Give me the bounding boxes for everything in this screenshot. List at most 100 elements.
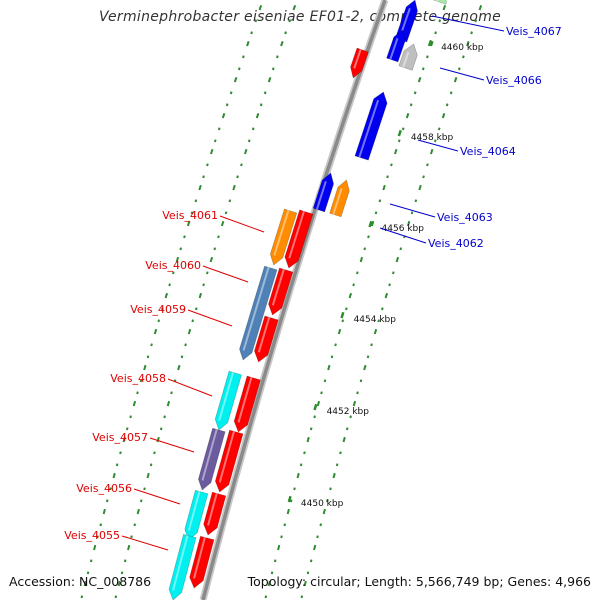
tick-mark: [306, 436, 310, 443]
tick-mark: [99, 523, 103, 527]
tick-mark: [445, 103, 449, 107]
tick-mark: [175, 256, 180, 263]
gene-veis-4060: [239, 265, 278, 361]
gene-veis-4067: [432, 0, 447, 5]
tick-mark: [267, 76, 272, 83]
tick-mark: [348, 292, 353, 299]
leader-line: [121, 535, 169, 551]
tick-mark: [306, 571, 310, 575]
leader-line: [133, 488, 181, 505]
tick-mark: [421, 67, 425, 71]
tick-mark: [136, 508, 140, 515]
tick-mark: [133, 523, 137, 527]
tick-mark: [442, 4, 447, 11]
gene-veis-4056: [184, 489, 209, 541]
tick-mark: [449, 91, 453, 95]
tick-mark: [105, 499, 109, 503]
backbone-line: [201, 0, 387, 600]
tick-mark: [139, 379, 143, 383]
tick-mark: [123, 559, 127, 563]
tick-mark: [319, 523, 323, 527]
tick-mark: [299, 463, 303, 467]
tick-mark: [388, 283, 391, 287]
tick-mark: [149, 463, 153, 467]
tick-mark: [205, 271, 209, 275]
tick-mark: [115, 463, 119, 467]
tick-mark: [470, 31, 473, 35]
gene-veis-4062: [312, 172, 334, 213]
tick-mark: [120, 571, 124, 575]
tick-mark: [217, 235, 220, 239]
tick-mark: [161, 307, 164, 311]
kbp-label: 4458 kbp: [411, 133, 454, 143]
minus-gene-label: Veis_4055: [64, 529, 120, 542]
tick-mark: [171, 271, 175, 275]
gene-veis-4065: [386, 29, 406, 63]
tick-mark: [263, 91, 267, 95]
gene-veis-4066-shine: [402, 51, 410, 68]
gene-veis-4065-shine: [389, 37, 399, 60]
tick-layer: [80, 4, 483, 599]
tick-mark: [254, 19, 258, 23]
tick-mark: [213, 139, 217, 143]
leader-line: [431, 15, 505, 32]
tick-mark: [86, 571, 90, 575]
gene-veis-4057-red: [214, 429, 244, 493]
tick-mark: [332, 472, 336, 479]
tick-mark: [323, 379, 327, 383]
gene-veis-4061-shine: [273, 210, 290, 256]
tick-mark: [399, 247, 403, 251]
tick-mark: [228, 199, 232, 203]
gene-veis-4062-shine: [315, 181, 327, 210]
tick-mark: [426, 55, 429, 59]
tick-mark: [384, 292, 389, 299]
tick-mark: [194, 199, 198, 203]
plus-gene-label: Veis_4064: [460, 145, 516, 158]
tick-mark: [246, 40, 250, 47]
tick-mark: [337, 328, 342, 335]
gene-veis-4057-red-shine: [218, 431, 235, 483]
tick-mark: [352, 283, 355, 287]
gene-veis-4061-red-shine: [288, 210, 305, 259]
gene-veis-4055: [168, 533, 197, 600]
tick-mark: [183, 235, 186, 239]
gene-veis-4059-red-shine: [257, 317, 271, 353]
tick-mark: [313, 415, 316, 419]
gene-veis-4061: [269, 208, 298, 266]
leader-line: [219, 215, 265, 233]
tick-mark: [242, 55, 245, 59]
tick-mark: [198, 292, 203, 299]
tick-mark: [129, 415, 132, 419]
kbp-tick: [368, 220, 373, 228]
tick-mark: [164, 292, 169, 299]
tick-mark: [251, 127, 255, 131]
tick-mark: [313, 544, 317, 551]
gene-veis-4057: [198, 427, 226, 491]
tick-mark: [288, 19, 292, 23]
tick-mark: [367, 235, 370, 239]
accession-text: Accession: NC_008786: [9, 574, 152, 589]
minus-gene-label: Veis_4057: [92, 431, 148, 444]
gene-veis-4058-red-shine: [237, 377, 253, 423]
tick-mark: [352, 400, 357, 407]
backbone-shadow: [199, 0, 389, 600]
tick-mark: [292, 4, 297, 11]
tick-mark: [283, 523, 287, 527]
tick-mark: [273, 559, 277, 563]
tick-mark: [264, 595, 268, 599]
tick-mark: [170, 391, 173, 395]
tick-mark: [453, 76, 458, 83]
tick-mark: [303, 451, 306, 455]
tick-mark: [466, 40, 470, 47]
tick-mark: [374, 211, 378, 215]
tick-mark: [316, 400, 321, 407]
leader-line: [379, 227, 427, 244]
tick-mark: [356, 391, 359, 395]
tick-mark: [370, 220, 375, 227]
tick-mark: [474, 19, 478, 23]
tick-mark: [335, 463, 339, 467]
tick-mark: [381, 307, 384, 311]
tick-mark: [296, 472, 300, 479]
